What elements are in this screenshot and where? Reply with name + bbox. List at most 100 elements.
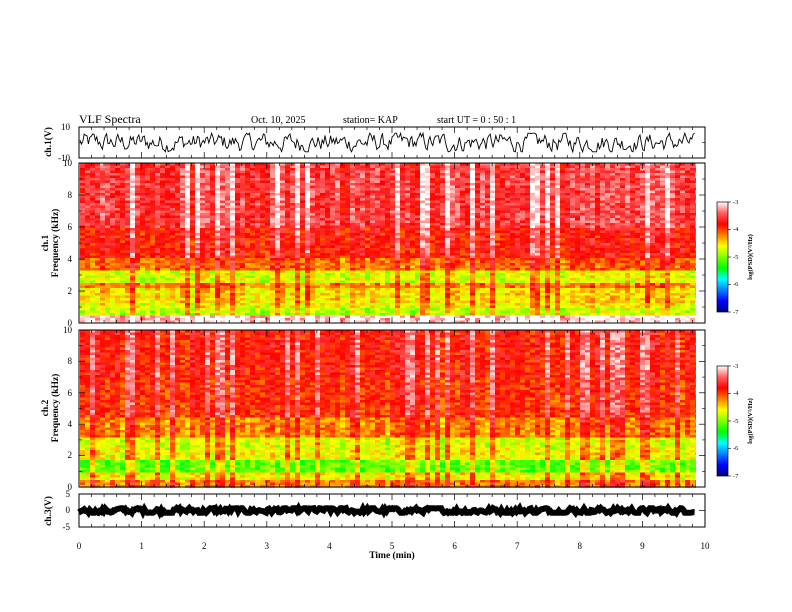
spectrogram-cell — [450, 290, 456, 294]
spectrogram-cell — [280, 233, 286, 236]
spectrogram-cell — [445, 275, 451, 279]
spectrogram-cell — [105, 313, 111, 316]
spectrogram-cell — [385, 165, 391, 169]
spectrogram-cell — [385, 288, 391, 291]
spectrogram-cell — [240, 180, 246, 184]
spectrogram-cell — [80, 190, 86, 194]
spectrogram-cell — [320, 195, 326, 199]
spectrogram-cell — [175, 233, 181, 236]
spectrogram-cell — [105, 225, 111, 229]
spectrogram-cell — [410, 180, 416, 184]
spectrogram-cell — [155, 198, 161, 201]
spectrogram-cell — [240, 295, 246, 299]
spectrogram-cell — [315, 213, 321, 216]
spectrogram-cell — [245, 165, 251, 169]
spectrogram-cell — [175, 290, 181, 294]
spectrogram-cell — [180, 228, 186, 231]
spectrogram-cell — [455, 168, 461, 171]
spectrogram-cell — [400, 195, 406, 199]
spectrogram-cell — [100, 200, 106, 204]
spectrogram-cell — [385, 238, 391, 241]
spectrogram-cell — [440, 290, 446, 294]
spectrogram-cell — [160, 278, 166, 281]
spectrogram-cell — [255, 193, 261, 196]
spectrogram-cell — [180, 190, 186, 194]
spectrogram-cell — [115, 240, 121, 244]
spectrogram-cell — [265, 173, 271, 176]
spectrogram-cell — [255, 178, 261, 181]
spectrogram-cell — [385, 303, 391, 306]
spectrogram-cell — [350, 163, 356, 166]
spectrogram-cell — [115, 245, 121, 249]
spectrogram-cell — [140, 293, 146, 296]
spectrogram-cell — [350, 295, 356, 299]
spectrogram-cell — [335, 270, 341, 274]
spectrogram-cell — [205, 268, 211, 271]
spectrogram-cell — [235, 295, 241, 299]
spectrogram-cell — [365, 305, 371, 309]
spectrogram-cell — [300, 225, 306, 229]
spectrogram-cell — [190, 183, 196, 186]
spectrogram-cell — [110, 275, 116, 279]
spectrogram-cell — [190, 195, 196, 199]
spectrogram-cell — [130, 258, 136, 261]
spectrogram-cell — [355, 165, 361, 169]
spectrogram-cell — [380, 305, 386, 309]
spectrogram-cell — [130, 295, 136, 299]
spectrogram-cell — [395, 248, 401, 251]
spectrogram-cell — [440, 228, 446, 231]
spectrogram-cell — [150, 283, 156, 286]
spectrogram-cell — [110, 278, 116, 281]
spectrogram-cell — [200, 263, 206, 266]
spectrogram-cell — [335, 320, 341, 324]
spectrogram-cell — [370, 185, 376, 189]
spectrogram-cell — [305, 193, 311, 196]
spectrogram-cell — [275, 258, 281, 261]
spectrogram-cell — [380, 318, 386, 321]
spectrogram-cell — [160, 205, 166, 209]
spectrogram-cell — [260, 288, 266, 291]
spectrogram-cell — [175, 298, 181, 301]
spectrogram-cell — [155, 258, 161, 261]
spectrogram-cell — [405, 203, 411, 206]
spectrogram-cell — [245, 298, 251, 301]
spectrogram-cell — [280, 280, 286, 284]
spectrogram-cell — [315, 203, 321, 206]
spectrogram-cell — [250, 180, 256, 184]
spectrogram-cell — [280, 283, 286, 286]
spectrogram-cell — [160, 315, 166, 319]
spectrogram-cell — [220, 205, 226, 209]
spectrogram-cell — [390, 265, 396, 269]
spectrogram-cell — [250, 273, 256, 276]
spectrogram-cell — [125, 188, 131, 191]
spectrogram-cell — [455, 273, 461, 276]
spectrogram-cell — [400, 173, 406, 176]
spectrogram-cell — [140, 180, 146, 184]
spectrogram-cell — [125, 243, 131, 246]
spectrogram-cell — [335, 233, 341, 236]
spectrogram-cell — [275, 180, 281, 184]
spectrogram-cell — [215, 208, 221, 211]
spectrogram-cell — [340, 185, 346, 189]
spectrogram-cell — [325, 243, 331, 246]
spectrogram-cell — [360, 193, 366, 196]
spectrogram-cell — [90, 213, 96, 216]
spectrogram-cell — [145, 233, 151, 236]
spectrogram-cell — [270, 185, 276, 189]
spectrogram-cell — [320, 205, 326, 209]
spectrogram-cell — [135, 263, 141, 266]
spectrogram-cell — [355, 200, 361, 204]
spectrogram-cell — [270, 190, 276, 194]
spectrogram-cell — [445, 233, 451, 236]
spectrogram-cell — [220, 320, 226, 324]
spectrogram-cell — [100, 275, 106, 279]
spectrogram-cell — [415, 313, 421, 316]
spectrogram-cell — [330, 220, 336, 224]
spectrogram-cell — [150, 248, 156, 251]
spectrogram-cell — [240, 278, 246, 281]
spectrogram-cell — [275, 235, 281, 239]
spectrogram-cell — [340, 320, 346, 324]
spectrogram-cell — [300, 208, 306, 211]
spectrogram-cell — [440, 240, 446, 244]
spectrogram-cell — [375, 230, 381, 234]
